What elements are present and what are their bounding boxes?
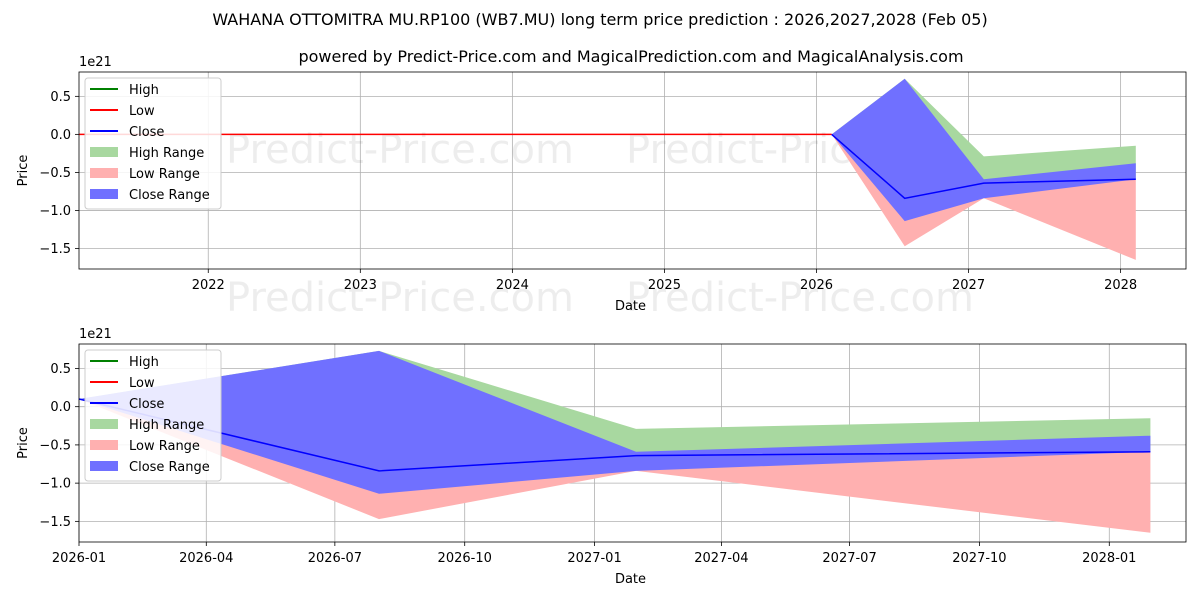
top-panel: Predict-Price.com Predict-Price.comPredic… bbox=[16, 55, 1187, 321]
y-multiplier-label: 1e21 bbox=[79, 55, 112, 70]
legend-label: Close Range bbox=[129, 460, 210, 475]
x-tick-label: 2026 bbox=[800, 278, 833, 293]
legend: High Low Close High Range Low Range Close Ran… bbox=[84, 77, 222, 210]
y-tick-label: −1.0 bbox=[39, 477, 71, 492]
legend-label: High bbox=[129, 355, 159, 370]
x-tick-label: 2026-01 bbox=[52, 551, 106, 566]
x-tick-label: 2026-04 bbox=[179, 551, 233, 566]
close-range-band bbox=[79, 350, 1151, 494]
legend-swatch bbox=[90, 168, 118, 178]
plot-frame bbox=[78, 343, 1187, 543]
close-line bbox=[78, 398, 1151, 472]
x-tick-label: 2026-10 bbox=[438, 551, 492, 566]
y-tick-label: −1.0 bbox=[39, 204, 71, 219]
plot-frame bbox=[78, 71, 1187, 270]
y-tick-label: 0.0 bbox=[50, 128, 71, 143]
watermark-text: Predict-Price.com bbox=[626, 275, 974, 321]
legend-label: Low Range bbox=[129, 439, 200, 454]
y-tick-label: −1.5 bbox=[39, 242, 71, 257]
legend-swatch bbox=[90, 461, 118, 471]
bottom-panel: Predict-Price.comPredict-Price.com2026-0… bbox=[16, 327, 1187, 587]
legend-label: Close bbox=[129, 125, 164, 140]
chart-title: WAHANA OTTOMITRA MU.RP100 (WB7.MU) long … bbox=[212, 10, 987, 29]
x-tick-label: 2027-04 bbox=[694, 551, 748, 566]
x-axis-label: Date bbox=[615, 572, 646, 587]
legend-label: Close Range bbox=[129, 188, 210, 203]
legend-swatch bbox=[90, 419, 118, 429]
legend-label: High Range bbox=[129, 418, 204, 433]
legend-label: Low bbox=[129, 376, 155, 391]
x-tick-label: 2028 bbox=[1104, 278, 1137, 293]
legend-swatch bbox=[90, 147, 118, 157]
y-tick-label: −1.5 bbox=[39, 515, 71, 530]
legend-label: High Range bbox=[129, 146, 204, 161]
y-axis-label: Price bbox=[16, 427, 31, 459]
legend-box bbox=[84, 349, 222, 482]
x-tick-label: 2026-07 bbox=[308, 551, 362, 566]
x-tick-label: 2022 bbox=[192, 278, 225, 293]
legend-label: Close bbox=[129, 397, 164, 412]
x-tick-label: 2028-01 bbox=[1082, 551, 1136, 566]
legend: High Low Close High Range Low Range Close Ran… bbox=[84, 349, 222, 482]
watermark-text: Predict-Price.com bbox=[226, 275, 574, 321]
x-tick-label: 2027-07 bbox=[822, 551, 876, 566]
x-tick-label: 2027-01 bbox=[567, 551, 621, 566]
close-line bbox=[831, 133, 1136, 200]
y-tick-label: −0.5 bbox=[39, 166, 71, 181]
x-tick-label: 2027-10 bbox=[952, 551, 1006, 566]
legend-label: High bbox=[129, 83, 159, 98]
x-tick-label: 2023 bbox=[344, 278, 377, 293]
y-axis-label: Price bbox=[16, 155, 31, 187]
x-tick-label: 2027 bbox=[952, 278, 985, 293]
x-axis-label: Date bbox=[615, 299, 646, 314]
chart-subtitle: powered by Predict-Price.com and Magical… bbox=[298, 47, 963, 66]
legend-swatch bbox=[90, 189, 118, 199]
y-tick-label: 0.5 bbox=[50, 362, 71, 377]
x-tick-label: 2024 bbox=[496, 278, 529, 293]
legend-box bbox=[84, 77, 222, 210]
legend-label: Low bbox=[129, 104, 155, 119]
y-multiplier-label: 1e21 bbox=[79, 327, 112, 342]
close-range-band bbox=[831, 78, 1136, 222]
x-tick-label: 2025 bbox=[648, 278, 681, 293]
legend-label: Low Range bbox=[129, 167, 200, 182]
y-tick-label: 0.5 bbox=[50, 90, 71, 105]
y-tick-label: 0.0 bbox=[50, 400, 71, 415]
legend-swatch bbox=[90, 440, 118, 450]
y-tick-label: −0.5 bbox=[39, 438, 71, 453]
